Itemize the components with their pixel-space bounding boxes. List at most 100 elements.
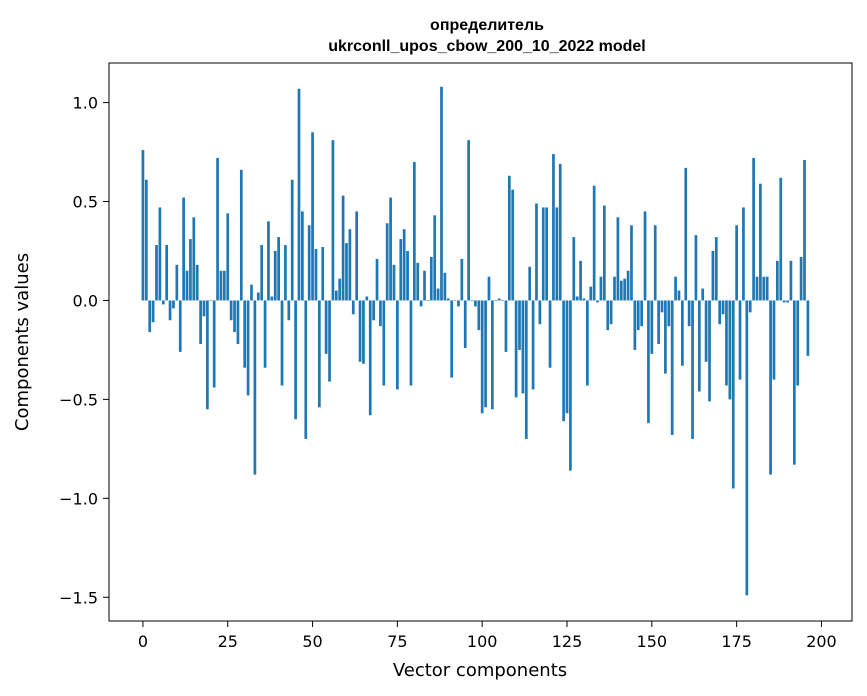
bar-22 xyxy=(216,157,219,301)
bar-5 xyxy=(158,207,162,301)
bar-4 xyxy=(155,245,158,301)
bar-140 xyxy=(616,217,620,301)
bar-167 xyxy=(708,300,711,402)
x-tick-label: 25 xyxy=(218,632,238,651)
bar-118 xyxy=(541,207,545,301)
bar-111 xyxy=(518,300,521,350)
bar-26 xyxy=(229,300,233,321)
bar-186 xyxy=(772,300,776,380)
bar-168 xyxy=(711,250,715,301)
bar-43 xyxy=(287,300,291,321)
bar-194 xyxy=(799,256,803,301)
bar-29 xyxy=(239,169,243,301)
bar-68 xyxy=(372,300,375,321)
bar-114 xyxy=(528,266,532,301)
bar-48 xyxy=(304,300,308,439)
bar-72 xyxy=(385,223,389,301)
bar-64 xyxy=(358,300,362,362)
bar-145 xyxy=(633,300,637,350)
bar-157 xyxy=(674,276,677,301)
bar-38 xyxy=(270,296,274,301)
bar-95 xyxy=(463,300,467,348)
bar-47 xyxy=(301,211,304,301)
bar-176 xyxy=(738,300,742,380)
bar-187 xyxy=(776,260,779,301)
bar-51 xyxy=(314,249,318,301)
bar-99 xyxy=(477,300,481,331)
bar-129 xyxy=(579,260,582,301)
bar-120 xyxy=(548,300,552,368)
bar-119 xyxy=(545,207,549,301)
bar-19 xyxy=(206,300,209,410)
bar-83 xyxy=(423,270,426,301)
bar-152 xyxy=(657,300,660,344)
bar-80 xyxy=(412,161,416,301)
bar-37 xyxy=(267,221,270,301)
x-axis-label: Vector components xyxy=(393,660,567,681)
x-tick-label: 200 xyxy=(806,632,837,651)
bar-159 xyxy=(681,300,684,366)
bar-195 xyxy=(803,159,806,301)
bar-9 xyxy=(172,300,175,309)
bar-160 xyxy=(684,167,688,301)
bar-56 xyxy=(331,140,335,301)
bar-39 xyxy=(273,250,277,301)
bar-81 xyxy=(416,262,420,301)
bar-13 xyxy=(185,270,189,301)
bar-92 xyxy=(453,300,457,302)
bar-113 xyxy=(524,300,528,439)
bar-126 xyxy=(569,300,572,471)
y-axis-label: Components values xyxy=(12,253,33,431)
bar-165 xyxy=(701,288,705,301)
x-tick-label: 75 xyxy=(387,632,407,651)
bar-94 xyxy=(460,258,464,301)
bar-71 xyxy=(382,300,386,386)
bar-55 xyxy=(328,300,331,382)
bar-196 xyxy=(806,300,810,356)
bar-174 xyxy=(731,300,735,489)
bar-32 xyxy=(250,284,253,301)
bar-62 xyxy=(351,300,355,315)
bar-11 xyxy=(178,300,182,352)
bar-65 xyxy=(362,300,365,364)
bar-164 xyxy=(697,300,701,392)
y-ticks: −1.5 −1.0 −0.5 0.0 0.5 1.0 xyxy=(59,94,109,607)
y-tick-label: 0.0 xyxy=(73,291,98,310)
bar-179 xyxy=(748,300,752,313)
bar-121 xyxy=(552,154,555,301)
bar-132 xyxy=(589,286,593,301)
bar-147 xyxy=(640,300,644,327)
x-tick-label: 0 xyxy=(138,632,148,651)
bar-44 xyxy=(290,179,294,301)
bar-24 xyxy=(222,270,226,301)
bar-53 xyxy=(321,247,325,301)
bar-158 xyxy=(677,290,681,301)
bar-173 xyxy=(728,300,732,400)
bar-151 xyxy=(653,225,657,301)
bar-116 xyxy=(535,203,538,301)
bar-148 xyxy=(643,211,647,301)
bar-143 xyxy=(626,270,630,301)
bar-10 xyxy=(175,264,179,301)
bar-91 xyxy=(450,300,454,378)
bar-27 xyxy=(233,300,236,333)
bar-134 xyxy=(596,300,599,303)
bar-7 xyxy=(165,245,169,301)
bar-185 xyxy=(769,300,772,475)
bar-82 xyxy=(419,300,423,307)
bar-23 xyxy=(219,270,223,301)
bar-93 xyxy=(457,300,460,307)
bar-54 xyxy=(324,300,328,354)
bar-60 xyxy=(345,243,348,301)
bar-136 xyxy=(602,205,606,301)
bar-8 xyxy=(168,300,172,321)
bar-85 xyxy=(429,256,433,301)
x-tick-label: 100 xyxy=(467,632,498,651)
bar-100 xyxy=(480,300,484,414)
bar-178 xyxy=(745,300,749,596)
x-tick-label: 150 xyxy=(637,632,668,651)
bar-30 xyxy=(243,300,247,368)
bar-137 xyxy=(606,300,610,331)
bars-group xyxy=(141,86,810,596)
